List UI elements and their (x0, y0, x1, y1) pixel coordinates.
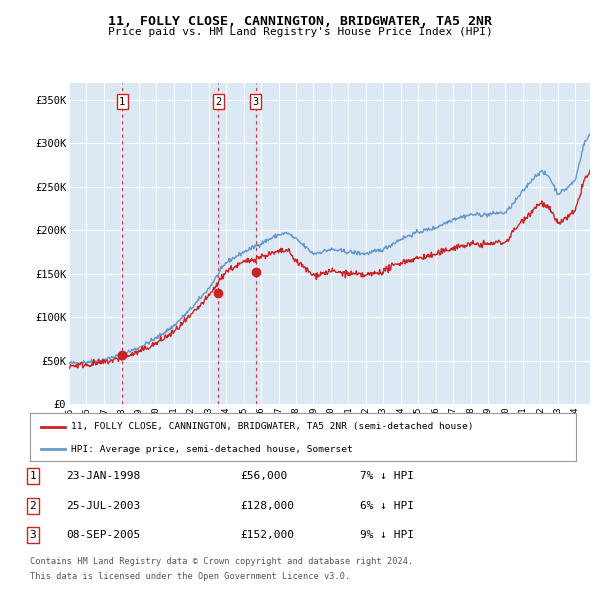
Text: This data is licensed under the Open Government Licence v3.0.: This data is licensed under the Open Gov… (30, 572, 350, 581)
Text: £56,000: £56,000 (240, 471, 287, 481)
Text: HPI: Average price, semi-detached house, Somerset: HPI: Average price, semi-detached house,… (71, 445, 353, 454)
Text: 23-JAN-1998: 23-JAN-1998 (66, 471, 140, 481)
Text: £152,000: £152,000 (240, 530, 294, 540)
Text: 9% ↓ HPI: 9% ↓ HPI (360, 530, 414, 540)
Text: £128,000: £128,000 (240, 501, 294, 510)
Text: 2: 2 (215, 97, 221, 107)
Text: Price paid vs. HM Land Registry's House Price Index (HPI): Price paid vs. HM Land Registry's House … (107, 27, 493, 37)
Text: Contains HM Land Registry data © Crown copyright and database right 2024.: Contains HM Land Registry data © Crown c… (30, 558, 413, 566)
Text: 08-SEP-2005: 08-SEP-2005 (66, 530, 140, 540)
Text: 1: 1 (29, 471, 37, 481)
Text: 7% ↓ HPI: 7% ↓ HPI (360, 471, 414, 481)
Text: 11, FOLLY CLOSE, CANNINGTON, BRIDGWATER, TA5 2NR: 11, FOLLY CLOSE, CANNINGTON, BRIDGWATER,… (108, 15, 492, 28)
Text: 3: 3 (253, 97, 259, 107)
Text: 25-JUL-2003: 25-JUL-2003 (66, 501, 140, 510)
Text: 11, FOLLY CLOSE, CANNINGTON, BRIDGWATER, TA5 2NR (semi-detached house): 11, FOLLY CLOSE, CANNINGTON, BRIDGWATER,… (71, 422, 473, 431)
Text: 2: 2 (29, 501, 37, 510)
Text: 3: 3 (29, 530, 37, 540)
Text: 1: 1 (119, 97, 125, 107)
Text: 6% ↓ HPI: 6% ↓ HPI (360, 501, 414, 510)
